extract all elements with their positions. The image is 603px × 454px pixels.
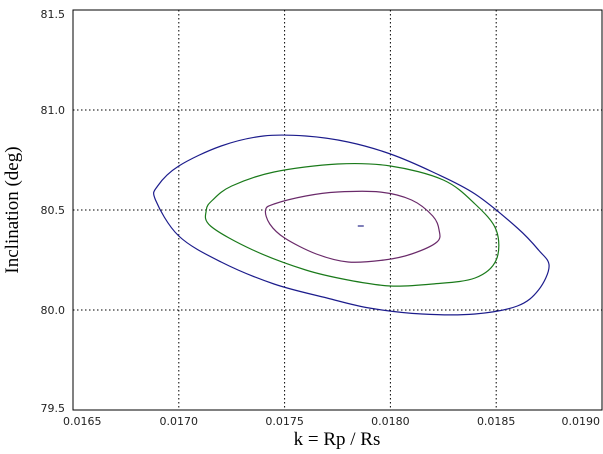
- x-tick-label: 0.0175: [265, 415, 304, 428]
- x-tick-label: 0.0170: [160, 415, 199, 428]
- y-axis-label: Inclination (deg): [2, 146, 23, 273]
- x-tick-label: 0.0165: [63, 415, 102, 428]
- contour-middle: [204, 162, 500, 287]
- x-tick-labels: 0.0165 0.0170 0.0175 0.0180 0.0185 0.0190: [63, 415, 600, 428]
- x-tick-label: 0.0180: [371, 415, 410, 428]
- x-tick-label: 0.0185: [477, 415, 516, 428]
- y-tick-label: 79.5: [41, 402, 66, 415]
- x-tick-label: 0.0190: [562, 415, 601, 428]
- y-tick-label: 80.0: [41, 304, 66, 317]
- contour-lines: [153, 134, 550, 316]
- y-tick-label: 81.5: [41, 8, 66, 21]
- plot-frame: [72, 9, 603, 411]
- grid-lines: [73, 10, 602, 410]
- y-tick-label: 81.0: [41, 104, 66, 117]
- x-axis-label: k = Rp / Rs: [294, 429, 381, 450]
- contour-outer: [153, 134, 550, 316]
- y-tick-label: 80.5: [41, 204, 66, 217]
- y-tick-labels: 79.5 80.0 80.5 81.0 81.5: [41, 8, 66, 415]
- contour-inner: [264, 190, 441, 263]
